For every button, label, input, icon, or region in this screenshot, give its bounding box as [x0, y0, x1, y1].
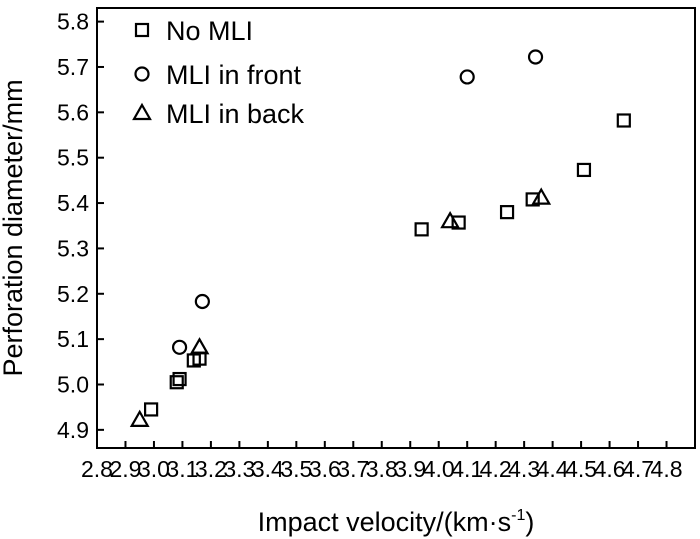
y-axis-title: Perforation diameter/mm — [0, 79, 28, 376]
point-no-mli — [172, 371, 187, 387]
legend: No MLI MLI in front MLI in back — [132, 16, 305, 129]
data-points — [129, 49, 631, 427]
y-tick-label: 5.1 — [57, 326, 89, 352]
point-mli-in-front — [171, 339, 188, 355]
x-tick-label: 3.8 — [366, 456, 398, 482]
y-axis-ticks: 4.9 5.0 5.1 5.2 5.3 5.4 5.5 5.6 5.7 5.8 — [57, 9, 104, 443]
y-tick-label: 5.2 — [57, 281, 89, 307]
point-no-mli — [525, 192, 540, 207]
x-axis-ticks: 2.82.93.03.13.23.33.43.53.63.73.83.94.04… — [81, 441, 683, 482]
x-tick-label: 3.1 — [166, 456, 198, 482]
legend-label-mli-back: MLI in back — [166, 99, 305, 129]
legend-marker-mli-front — [134, 66, 150, 82]
point-no-mli — [499, 205, 515, 220]
point-mli-in-back — [531, 187, 552, 205]
x-tick-label: 3.2 — [195, 456, 227, 482]
x-axis-title: Impact velocity/(km·s-1) — [258, 507, 535, 537]
legend-label-mli-front: MLI in front — [166, 60, 302, 90]
x-tick-label: 3.4 — [252, 456, 284, 482]
x-tick-label: 3.7 — [337, 456, 369, 482]
x-tick-label: 3.3 — [223, 456, 255, 482]
point-mli-in-back — [440, 210, 461, 229]
y-tick-label: 5.7 — [57, 54, 89, 80]
point-mli-in-front — [527, 49, 544, 65]
point-mli-in-back — [129, 409, 150, 427]
legend-label-no-mli: No MLI — [166, 16, 253, 46]
x-tick-label: 3.0 — [138, 456, 170, 482]
x-tick-label: 4.4 — [537, 456, 569, 482]
point-mli-in-front — [194, 293, 210, 310]
x-tick-label: 4.8 — [651, 456, 683, 482]
point-no-mli — [144, 402, 159, 417]
y-tick-label: 5.0 — [57, 371, 89, 397]
x-tick-label: 4.0 — [423, 456, 455, 482]
y-tick-label: 5.6 — [57, 99, 89, 125]
y-tick-label: 5.4 — [57, 190, 89, 216]
x-tick-label: 2.8 — [81, 456, 113, 482]
x-tick-label: 4.5 — [565, 456, 597, 482]
point-no-mli — [576, 162, 592, 178]
x-tick-label: 3.9 — [394, 456, 426, 482]
x-tick-label: 4.7 — [622, 456, 654, 482]
legend-marker-no-mli — [134, 22, 150, 38]
x-tick-label: 4.3 — [508, 456, 540, 482]
x-tick-label: 3.6 — [309, 456, 341, 482]
point-mli-in-back — [189, 337, 210, 355]
y-tick-label: 5.5 — [57, 145, 89, 171]
point-mli-in-front — [459, 69, 475, 85]
plot-frame — [96, 7, 696, 449]
point-no-mli — [616, 113, 631, 128]
x-tick-label: 4.1 — [451, 456, 483, 482]
y-tick-label: 5.3 — [57, 235, 89, 261]
point-no-mli — [169, 375, 184, 390]
x-tick-label: 4.6 — [594, 456, 626, 482]
x-tick-label: 3.5 — [280, 456, 312, 482]
legend-marker-mli-back — [132, 102, 152, 121]
y-tick-label: 5.8 — [57, 9, 89, 35]
x-tick-label: 4.2 — [480, 456, 512, 482]
point-no-mli — [451, 215, 466, 230]
point-no-mli — [414, 222, 429, 237]
y-tick-label: 4.9 — [57, 417, 89, 443]
x-tick-label: 2.9 — [109, 456, 141, 482]
